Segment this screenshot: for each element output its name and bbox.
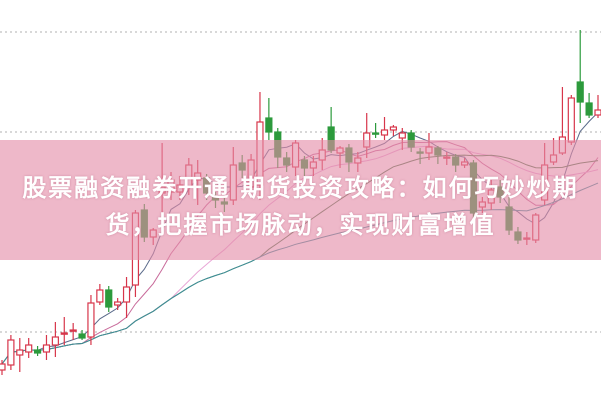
- candle-up: [25, 344, 33, 353]
- candle-down: [78, 333, 86, 339]
- candle-up: [594, 109, 601, 116]
- candle-up: [96, 289, 104, 303]
- candle-up: [69, 329, 77, 332]
- candle-down: [105, 289, 113, 308]
- candle-up: [0, 363, 6, 371]
- candle-up: [16, 349, 24, 356]
- candle-up: [60, 332, 68, 335]
- candle-up: [122, 286, 131, 303]
- title-line-2: 货，把握市场脉动，实现财富增值: [105, 211, 496, 239]
- candle-down: [33, 349, 42, 354]
- candle-up: [7, 339, 15, 366]
- title-banner: [0, 140, 601, 260]
- candle-up: [114, 301, 122, 306]
- candle-up: [389, 126, 398, 131]
- candle-up: [42, 344, 51, 353]
- candle-down: [585, 102, 593, 116]
- candle-down: [576, 81, 584, 103]
- candle-up: [51, 336, 59, 346]
- candle-up: [398, 132, 406, 139]
- candle-up: [380, 129, 389, 136]
- candle-up: [87, 302, 95, 338]
- candle-up: [567, 97, 575, 143]
- candle-down: [372, 132, 380, 135]
- title-line-1: 股票融资融券开通 期货投资攻略：如何巧妙炒期: [22, 174, 579, 202]
- candle-down: [265, 117, 273, 133]
